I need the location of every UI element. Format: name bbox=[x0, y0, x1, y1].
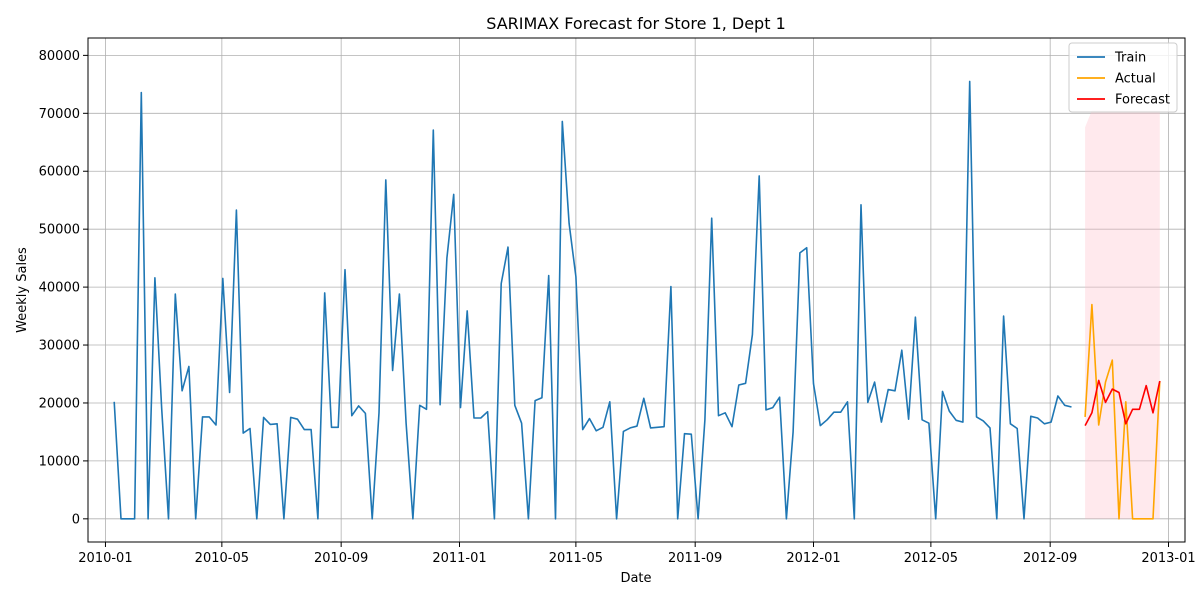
confidence-band-area bbox=[1085, 110, 1160, 519]
legend-label-forecast: Forecast bbox=[1115, 93, 1170, 108]
series-line-train bbox=[113, 80, 1072, 520]
x-tick-label: 2010-05 bbox=[195, 551, 249, 566]
y-tick-label: 80000 bbox=[39, 49, 80, 64]
y-axis: 0 10000 20000 30000 40000 50000 60000 70000 8000… bbox=[39, 49, 88, 527]
y-tick-label: 70000 bbox=[39, 107, 80, 122]
x-tick-label: 2011-05 bbox=[549, 551, 603, 566]
legend: Train Actual Forecast bbox=[1068, 42, 1178, 113]
confidence-band bbox=[1085, 110, 1160, 519]
series-line-actual bbox=[1084, 303, 1161, 520]
y-tick-label: 60000 bbox=[39, 165, 80, 180]
x-axis: 2010-01 2010-05 2010-09 2011-01 2011-05 2011-… bbox=[78, 542, 1196, 566]
x-tick-label: 2011-09 bbox=[668, 551, 722, 566]
legend-label-train: Train bbox=[1114, 51, 1146, 66]
legend-label-actual: Actual bbox=[1115, 72, 1156, 87]
x-tick-label: 2010-09 bbox=[314, 551, 368, 566]
y-tick-label: 30000 bbox=[39, 339, 80, 354]
x-tick-label: 2013-01 bbox=[1141, 551, 1195, 566]
series-layer bbox=[113, 80, 1161, 520]
x-tick-label: 2011-01 bbox=[432, 551, 486, 566]
x-tick-label: 2012-01 bbox=[786, 551, 840, 566]
y-axis-label: Weekly Sales bbox=[15, 247, 30, 333]
plot-frame bbox=[87, 37, 1186, 543]
series-line-forecast bbox=[1084, 379, 1161, 426]
x-tick-label: 2010-01 bbox=[78, 551, 132, 566]
y-tick-label: 40000 bbox=[39, 281, 80, 296]
y-tick-label: 20000 bbox=[39, 396, 80, 411]
x-axis-label: Date bbox=[620, 571, 651, 586]
y-tick-label: 50000 bbox=[39, 223, 80, 238]
chart-title: SARIMAX Forecast for Store 1, Dept 1 bbox=[486, 14, 786, 33]
x-tick-label: 2012-09 bbox=[1023, 551, 1077, 566]
y-tick-label: 10000 bbox=[39, 454, 80, 469]
y-tick-label: 0 bbox=[72, 512, 80, 527]
legend-box bbox=[1068, 42, 1178, 113]
x-tick-label: 2012-05 bbox=[904, 551, 958, 566]
